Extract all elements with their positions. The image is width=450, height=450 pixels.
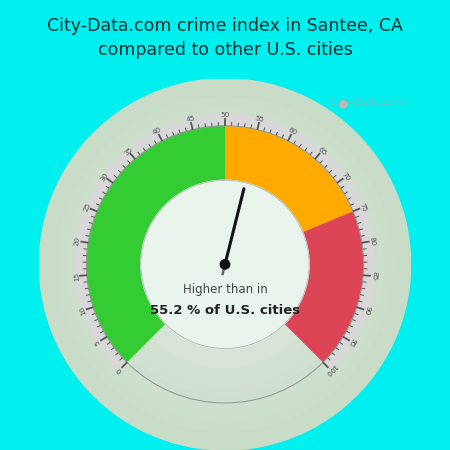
Text: 10: 10 xyxy=(79,305,87,316)
Text: 70: 70 xyxy=(341,171,351,182)
Circle shape xyxy=(122,161,328,368)
Text: 35: 35 xyxy=(123,146,134,156)
Text: 30: 30 xyxy=(99,171,109,182)
Wedge shape xyxy=(86,126,225,362)
Text: 5: 5 xyxy=(94,339,102,346)
Circle shape xyxy=(67,106,383,423)
Text: 45: 45 xyxy=(185,115,195,123)
Circle shape xyxy=(40,79,410,450)
Text: 95: 95 xyxy=(347,337,357,348)
Circle shape xyxy=(149,188,301,341)
Text: 25: 25 xyxy=(83,202,92,213)
Circle shape xyxy=(212,252,238,277)
Circle shape xyxy=(140,179,310,350)
Circle shape xyxy=(176,216,274,313)
Circle shape xyxy=(185,225,265,304)
Text: 75: 75 xyxy=(358,202,367,213)
Text: 55: 55 xyxy=(255,115,265,123)
Text: 55.2 % of U.S. cities: 55.2 % of U.S. cities xyxy=(150,304,300,317)
Circle shape xyxy=(94,134,356,395)
Wedge shape xyxy=(284,212,364,362)
Text: 60: 60 xyxy=(287,127,298,136)
Text: 20: 20 xyxy=(74,236,81,246)
Text: 90: 90 xyxy=(363,305,371,316)
Circle shape xyxy=(49,88,401,441)
Circle shape xyxy=(158,197,292,332)
Wedge shape xyxy=(225,126,353,232)
Circle shape xyxy=(103,143,347,386)
Circle shape xyxy=(141,180,309,348)
Wedge shape xyxy=(74,113,376,371)
Circle shape xyxy=(194,234,256,295)
Circle shape xyxy=(167,207,283,322)
Circle shape xyxy=(112,152,338,377)
Text: City-Data.com crime index in Santee, CA
compared to other U.S. cities: City-Data.com crime index in Santee, CA … xyxy=(47,17,403,58)
Text: 80: 80 xyxy=(369,236,376,246)
Circle shape xyxy=(130,170,320,359)
Text: 85: 85 xyxy=(370,271,377,281)
Circle shape xyxy=(58,97,392,432)
Circle shape xyxy=(203,243,247,286)
Text: Higher than in: Higher than in xyxy=(183,283,267,296)
Circle shape xyxy=(76,115,374,414)
Circle shape xyxy=(85,124,365,405)
Text: 100: 100 xyxy=(324,363,338,377)
Text: City-Data.com: City-Data.com xyxy=(324,97,405,107)
Text: 50: 50 xyxy=(220,112,230,118)
Text: 65: 65 xyxy=(316,146,327,156)
Circle shape xyxy=(220,260,230,269)
Text: 0: 0 xyxy=(116,366,123,374)
Text: 15: 15 xyxy=(73,271,80,281)
Text: 40: 40 xyxy=(152,127,163,136)
